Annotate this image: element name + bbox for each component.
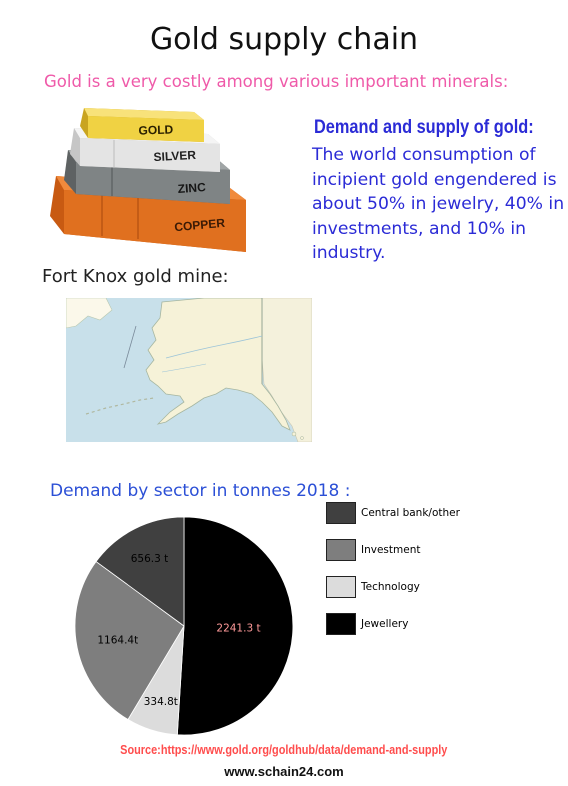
legend-label: Investment <box>361 544 421 556</box>
alaska-map <box>66 298 312 442</box>
legend-swatch <box>326 539 356 561</box>
silver-label: SILVER <box>153 148 196 164</box>
metal-ingots-illustration: COPPER ZINC SILVER GOLD <box>50 108 246 252</box>
legend-item-jewellery: Jewellery <box>326 613 408 635</box>
demand-pie-chart: 2241.3 t 334.8t 1164.4t 656.3 t <box>74 516 294 736</box>
copper-label: COPPER <box>174 216 226 234</box>
legend-label: Jewellery <box>361 618 409 630</box>
legend-label: Technology <box>361 581 420 593</box>
website-url: www.schain24.com <box>224 764 344 779</box>
demand-supply-heading: Demand and supply of gold: <box>314 117 534 138</box>
pie-slice-central-bank-other <box>95 516 185 627</box>
demand-supply-text: The world consumption of incipient gold … <box>312 145 565 263</box>
pie-slice-investment <box>74 560 185 721</box>
pie-label-technology: 334.8t <box>144 696 178 708</box>
gold-ingot: GOLD <box>80 108 204 142</box>
page-subtitle: Gold is a very costly among various impo… <box>44 72 509 91</box>
mine-heading: Fort Knox gold mine: <box>42 266 229 287</box>
legend-item-investment: Investment <box>326 539 420 561</box>
source-citation: Source:https://www.gold.org/goldhub/data… <box>0 742 568 757</box>
pie-slice-jewellery <box>176 516 294 736</box>
source-text: Source:https://www.gold.org/goldhub/data… <box>120 742 448 757</box>
legend-item-central-bank: Central bank/other <box>326 502 460 524</box>
legend-swatch <box>326 502 356 524</box>
legend-swatch <box>326 613 356 635</box>
legend-label: Central bank/other <box>361 507 460 519</box>
legend-item-technology: Technology <box>326 576 420 598</box>
pie-label-central-bank-other: 656.3 t <box>131 553 169 565</box>
pie-label-jewellery: 2241.3 t <box>216 623 260 635</box>
chart-title: Demand by sector in tonnes 2018 : <box>50 481 351 501</box>
pie-label-investment: 1164.4t <box>97 634 138 646</box>
zinc-label: ZINC <box>177 180 206 196</box>
page-title: Gold supply chain <box>149 22 419 57</box>
legend-swatch <box>326 576 356 598</box>
gold-label: GOLD <box>138 122 173 137</box>
